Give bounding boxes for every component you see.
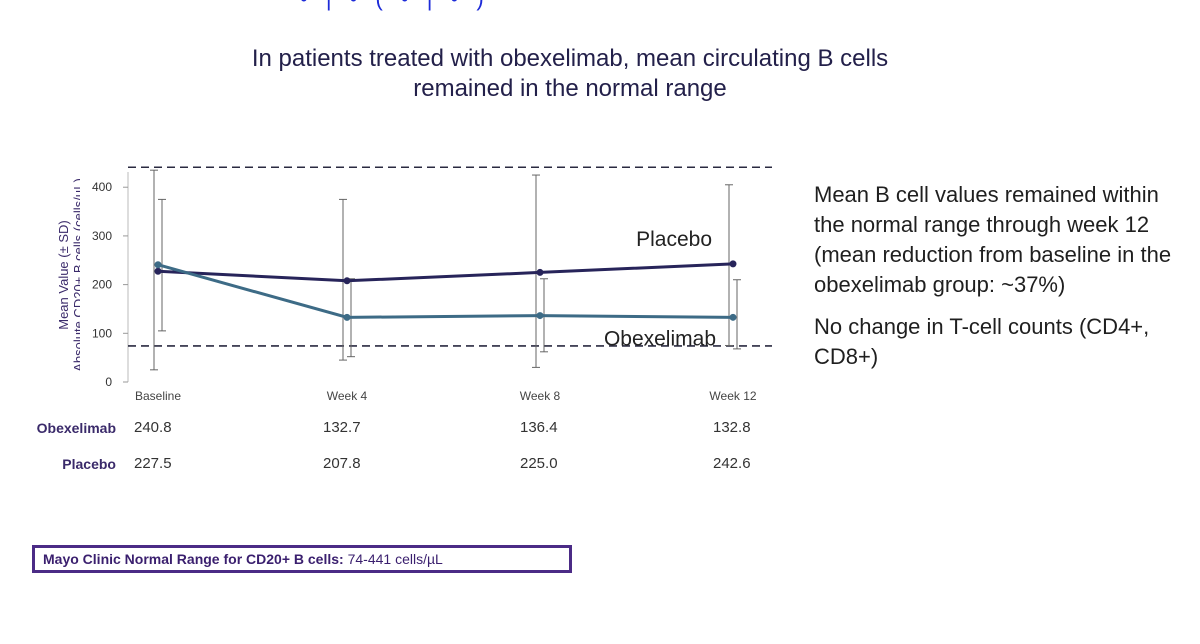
top-cropped-text: • | • ( • | • )	[300, 0, 560, 11]
data-point-placebo	[154, 267, 162, 275]
table-row: Obexelimab 240.8 132.7 136.4 132.8	[0, 416, 800, 440]
series-label-placebo: Placebo	[636, 228, 712, 251]
series-label-obexelimab: Obexelimab	[604, 327, 716, 350]
y-axis-label-line-2: Absolute CD20+ B cells (cells/µL)	[71, 178, 80, 372]
y-tick-label: 300	[92, 229, 112, 243]
y-tick-label: 100	[92, 326, 112, 340]
cell-placebo-week4: 207.8	[323, 455, 361, 472]
cell-placebo-week12: 242.6	[713, 455, 751, 472]
side-note-b-cells: Mean B cell values remained within the n…	[814, 182, 1172, 297]
cell-placebo-week8: 225.0	[520, 455, 558, 472]
row-label-placebo: Placebo	[62, 456, 116, 472]
x-tick-label: Week 4	[327, 389, 368, 403]
data-point-placebo	[729, 260, 737, 268]
row-label-obexelimab: Obexelimab	[36, 420, 116, 436]
data-point-placebo	[343, 277, 351, 285]
series-line-obexelimab	[157, 263, 734, 319]
y-axis-label: Mean Value (± SD) Absolute CD20+ B cells…	[56, 178, 80, 372]
title-line-1: In patients treated with obexelimab, mea…	[251, 45, 889, 72]
x-tick-label: Week 12	[709, 389, 756, 403]
data-point-obexelimab	[729, 313, 737, 321]
normal-range-footnote: Mayo Clinic Normal Range for CD20+ B cel…	[32, 545, 572, 573]
x-tick-label: Baseline	[135, 389, 181, 403]
cell-placebo-baseline: 227.5	[134, 455, 172, 472]
series-line-placebo	[157, 262, 734, 283]
y-axis-label-line-1: Mean Value (± SD)	[56, 220, 71, 330]
y-tick-label: 0	[105, 375, 112, 389]
slide-title: In patients treated with obexelimab, mea…	[160, 44, 980, 104]
footnote-label: Mayo Clinic Normal Range for CD20+ B cel…	[43, 551, 344, 567]
table-row: Placebo 227.5 207.8 225.0 242.6	[0, 452, 800, 476]
cell-obexelimab-week8: 136.4	[520, 419, 558, 436]
cell-obexelimab-week4: 132.7	[323, 419, 361, 436]
data-point-obexelimab	[343, 313, 351, 321]
b-cell-line-chart: 0 100 200 300 400 Placebo Obexelimab Baseline We…	[92, 166, 772, 403]
data-point-placebo	[536, 268, 544, 276]
side-note-t-cells: No change in T-cell counts (CD4+, CD8+)	[814, 314, 1150, 369]
x-tick-label: Week 8	[520, 389, 561, 403]
side-notes: Mean B cell values remained within the n…	[814, 180, 1184, 384]
y-tick-label: 200	[92, 278, 112, 292]
values-table: Obexelimab 240.8 132.7 136.4 132.8 Place…	[0, 410, 800, 490]
cell-obexelimab-week12: 132.8	[713, 419, 751, 436]
footnote-value: 74-441 cells/µL	[347, 551, 443, 567]
cell-obexelimab-baseline: 240.8	[134, 419, 172, 436]
data-point-obexelimab	[536, 312, 544, 320]
data-point-obexelimab	[154, 261, 162, 269]
y-tick-label: 400	[92, 180, 112, 194]
title-line-2: remained in the normal range	[413, 75, 727, 102]
